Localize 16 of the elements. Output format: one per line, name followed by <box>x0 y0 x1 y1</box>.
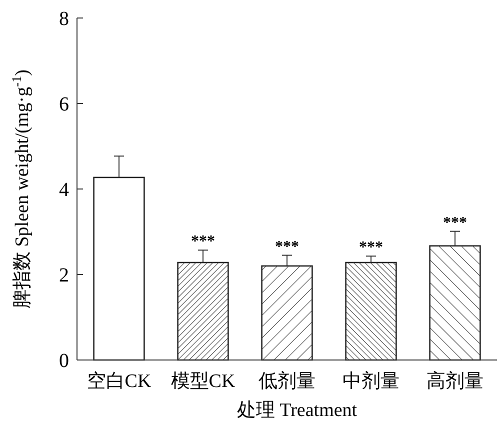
bar <box>93 176 145 361</box>
x-tick-label: 空白CK <box>86 370 152 392</box>
y-tick-label: 8 <box>59 8 69 30</box>
y-tick-label: 4 <box>59 179 69 201</box>
y-tick-label: 2 <box>59 264 69 286</box>
x-tick-label: 高剂量 <box>426 370 484 392</box>
annotation: *** <box>443 214 467 232</box>
x-tick-label: 中剂量 <box>342 370 400 392</box>
x-tick-label: 模型CK <box>170 371 236 392</box>
annotation: *** <box>191 233 215 250</box>
annotation: *** <box>275 238 299 256</box>
y-tick-label: 6 <box>59 94 69 116</box>
x-tick-label: 低剂量 <box>258 370 316 392</box>
x-axis-title: 处理 Treatment <box>236 400 358 421</box>
y-tick-label: 0 <box>59 350 69 372</box>
annotation: *** <box>359 239 383 256</box>
